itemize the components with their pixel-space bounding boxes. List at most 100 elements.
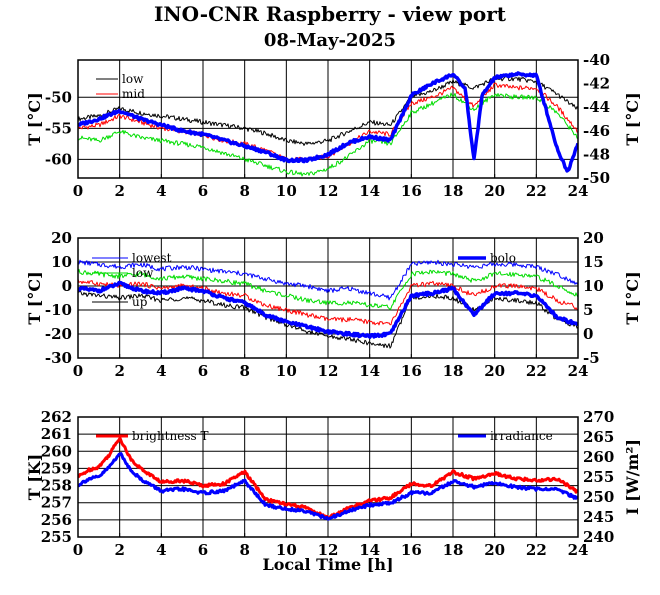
x-tick-label: 14: [359, 182, 380, 200]
x-tick-label: 18: [443, 362, 464, 380]
x-tick-label: 14: [359, 541, 380, 559]
y2-tick-label: 260: [583, 448, 614, 466]
x-tick-label: 8: [239, 362, 249, 380]
series-line: [78, 259, 578, 301]
x-axis-label: Local Time [h]: [262, 555, 393, 574]
y-tick-label: 255: [41, 528, 72, 546]
y2-tick-label: -48: [583, 145, 610, 163]
y2-axis-label: T [°C]: [623, 92, 642, 145]
y2-tick-label: 265: [583, 428, 614, 446]
chart-subtitle: 08-May-2025: [264, 30, 396, 51]
y-tick-label: 259: [41, 459, 72, 477]
chart-title: INO-CNR Raspberry - view port: [154, 2, 507, 26]
series-group: [78, 436, 578, 521]
x-tick-label: 24: [568, 362, 589, 380]
y-tick-label: 0: [62, 277, 72, 295]
series-line: [78, 280, 578, 339]
x-tick-label: 20: [484, 362, 505, 380]
y-tick-label: -50: [45, 88, 72, 106]
x-tick-label: 18: [443, 541, 464, 559]
y-axis-label: T [K]: [25, 454, 44, 501]
y2-tick-label: -44: [583, 98, 610, 116]
x-tick-label: 12: [318, 362, 339, 380]
series-line: [78, 71, 578, 173]
series-line: [78, 452, 578, 521]
y2-tick-label: 270: [583, 408, 614, 426]
x-tick-label: 6: [198, 541, 208, 559]
series-line: [78, 82, 578, 162]
legend-label: brightness T: [132, 429, 208, 443]
y2-tick-label: -40: [583, 51, 610, 69]
x-tick-label: 16: [401, 541, 422, 559]
y2-tick-label: 20: [583, 229, 604, 247]
series-line: [78, 279, 578, 326]
panel-top: 0 2 4 6 8 10 12 14 16 18 20 22 24-50-55-60-40-42-44-…: [25, 51, 642, 200]
y-axis-label: T [°C]: [25, 271, 44, 324]
series-group: [78, 71, 578, 177]
x-tick-label: 6: [198, 362, 208, 380]
y-axis-label: T [°C]: [25, 92, 44, 145]
x-tick-label: 12: [318, 182, 339, 200]
y-tick-label: 260: [41, 442, 72, 460]
legend-label: mid: [122, 87, 145, 101]
legend-label: low: [132, 266, 154, 280]
x-tick-label: 20: [484, 182, 505, 200]
legend-label: lowest: [132, 251, 172, 265]
y2-tick-label: -50: [583, 169, 610, 187]
legend-label: irradiance: [490, 429, 553, 443]
x-tick-label: 6: [198, 182, 208, 200]
y2-tick-label: 245: [583, 508, 614, 526]
y2-tick-label: 0: [583, 325, 593, 343]
x-tick-label: 18: [443, 182, 464, 200]
x-tick-label: 24: [568, 541, 589, 559]
x-tick-label: 10: [276, 362, 297, 380]
series-group: [78, 259, 578, 349]
x-tick-label: 10: [276, 182, 297, 200]
legend-label: low: [122, 72, 144, 86]
y-tick-label: -60: [45, 150, 72, 168]
x-tick-label: 16: [401, 362, 422, 380]
x-tick-label: 2: [114, 541, 124, 559]
y2-tick-label: 240: [583, 528, 614, 546]
y-tick-label: 20: [51, 229, 72, 247]
x-tick-label: 8: [239, 541, 249, 559]
y-tick-label: -20: [45, 325, 72, 343]
panel-middle: 0 2 4 6 8 10 12 14 16 18 20 22 2420100-10-20-3020151…: [25, 229, 642, 380]
y-tick-label: 261: [41, 425, 72, 443]
y2-tick-label: 10: [583, 277, 604, 295]
series-line: [78, 92, 578, 177]
x-tick-label: 4: [156, 362, 166, 380]
x-tick-label: 14: [359, 362, 380, 380]
y-tick-label: -10: [45, 301, 72, 319]
y-tick-label: 258: [41, 477, 72, 495]
x-tick-label: 22: [526, 182, 547, 200]
x-tick-label: 22: [526, 362, 547, 380]
x-tick-label: 24: [568, 182, 589, 200]
x-tick-label: 0: [73, 541, 83, 559]
y-tick-label: 256: [41, 511, 72, 529]
y2-tick-label: 5: [583, 301, 593, 319]
y-tick-label: 262: [41, 408, 72, 426]
panel-bottom: 0 2 4 6 8 10 12 14 16 18 20 22 242622612602592582572…: [25, 408, 642, 559]
x-tick-label: 16: [401, 182, 422, 200]
y-tick-label: 10: [51, 253, 72, 271]
x-tick-label: 0: [73, 182, 83, 200]
y2-tick-label: 255: [583, 468, 614, 486]
y2-tick-label: 15: [583, 253, 604, 271]
y-tick-label: 257: [41, 494, 72, 512]
y2-tick-label: -46: [583, 122, 610, 140]
y-tick-label: -55: [45, 119, 72, 137]
x-tick-label: 2: [114, 362, 124, 380]
x-tick-label: 0: [73, 362, 83, 380]
y2-tick-label: 250: [583, 488, 614, 506]
y2-tick-label: -42: [583, 75, 610, 93]
x-tick-label: 20: [484, 541, 505, 559]
x-tick-label: 4: [156, 182, 166, 200]
legend-label: bolo: [490, 251, 516, 265]
y2-axis-label: I [W/m²]: [623, 439, 642, 515]
x-tick-label: 10: [276, 541, 297, 559]
y2-tick-label: -5: [583, 349, 600, 367]
series-line: [78, 290, 578, 349]
y2-axis-label: T [°C]: [623, 271, 642, 324]
